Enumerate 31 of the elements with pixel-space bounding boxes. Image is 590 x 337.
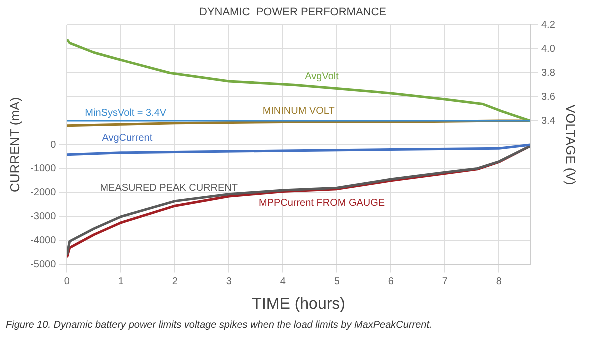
x-tick-label: 8 bbox=[496, 276, 502, 288]
y-tick-label: -2000 bbox=[30, 188, 57, 199]
series-label: MPPCurrent FROM GAUGE bbox=[258, 198, 386, 209]
y2-tick-label: 3.6 bbox=[542, 92, 556, 103]
x-tick-label: 4 bbox=[280, 276, 286, 288]
caption: Figure 10. Dynamic battery power limits voltage spikes when the load limits by MaxPeakCurrent. bbox=[6, 320, 434, 331]
x-tick-label: 7 bbox=[442, 276, 448, 288]
y2-axis-title: VOLTAGE (V) bbox=[564, 104, 579, 186]
ref-line-label: MinSysVolt = 3.4V bbox=[85, 108, 167, 120]
series-label: MININUM VOLT bbox=[262, 106, 335, 118]
y-tick-label: -1000 bbox=[30, 164, 57, 175]
x-tick-label: 6 bbox=[388, 276, 394, 288]
chart-title: DYNAMIC POWER PERFORMANCE bbox=[199, 6, 387, 19]
y2-tick-label: 3.8 bbox=[542, 68, 556, 79]
y-axis-title: CURRENT (mA) bbox=[7, 97, 22, 193]
x-axis-title: TIME (hours) bbox=[252, 296, 346, 313]
y2-tick-label: 4.2 bbox=[542, 20, 556, 31]
y-tick-label: -5000 bbox=[30, 260, 57, 271]
y2-tick-label: 3.4 bbox=[542, 116, 556, 127]
x-tick-label: 1 bbox=[118, 276, 124, 288]
y2-tick-label: 4.0 bbox=[542, 44, 556, 55]
x-tick-label: 2 bbox=[172, 276, 178, 288]
series-label: AvgVolt bbox=[305, 71, 340, 82]
x-tick-label: 3 bbox=[226, 276, 232, 288]
y-tick-label: 0 bbox=[50, 140, 57, 151]
series-label: MEASURED PEAK CURRENT bbox=[100, 183, 238, 194]
y-tick-label: -3000 bbox=[30, 212, 57, 223]
y-tick-label: -4000 bbox=[30, 236, 57, 247]
series-label: AvgCurrent bbox=[102, 132, 153, 144]
x-tick-label: 0 bbox=[64, 276, 70, 288]
x-tick-label: 5 bbox=[334, 276, 340, 288]
